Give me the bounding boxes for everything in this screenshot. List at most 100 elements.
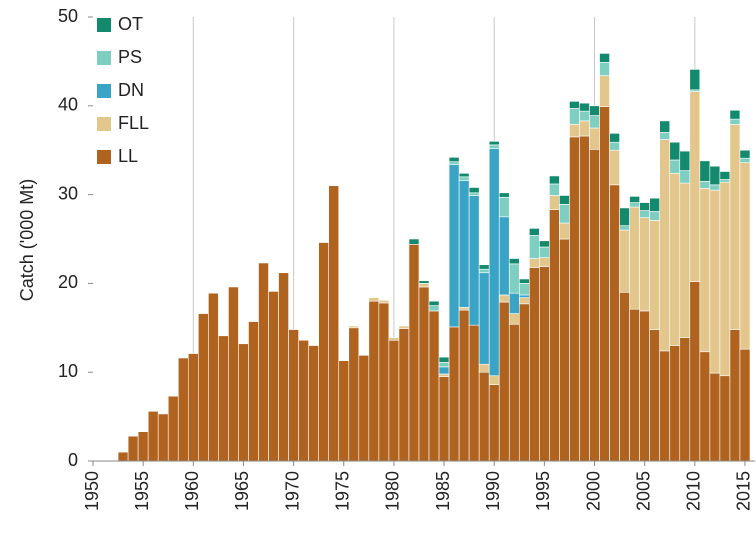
bar-segment [328, 185, 340, 462]
bar-segment [549, 195, 560, 210]
bar-segment [228, 286, 239, 462]
x-tick-label: 1955 [132, 471, 152, 511]
x-tick-label: 1970 [282, 471, 302, 511]
bar-segment [549, 183, 560, 196]
bar-segment [539, 240, 550, 248]
bar-segment [408, 238, 420, 245]
bar-segment [398, 328, 410, 462]
bar-segment [388, 339, 400, 462]
bar-segment [679, 170, 691, 184]
bar-segment [559, 222, 570, 240]
bar-segment [719, 375, 731, 462]
bar-segment [659, 120, 671, 133]
bar-segment [609, 149, 620, 186]
bar-segment [378, 299, 390, 304]
bar-segment [478, 268, 490, 274]
bar-segment [428, 305, 440, 312]
bar-segment [719, 181, 731, 377]
bar-segment [559, 238, 570, 462]
bar-segment [739, 157, 751, 163]
bar-segment [318, 242, 330, 462]
bar-segment [709, 189, 721, 374]
bar-segment [298, 339, 309, 462]
legend-label: DN [118, 80, 144, 100]
bar-segment [288, 329, 299, 462]
bar-segment [649, 329, 661, 462]
bar-segment [508, 263, 520, 294]
bar-segment [599, 61, 610, 76]
bar-segment [709, 372, 721, 462]
bar-segment [378, 302, 390, 462]
bar-segment [589, 127, 600, 150]
bar-segment [639, 217, 650, 312]
bar-segment [739, 162, 751, 350]
bar-segment [157, 413, 169, 462]
bar-segment [579, 135, 590, 462]
x-tick-label: 1980 [383, 471, 403, 511]
bar-segment [498, 301, 510, 462]
legend-label: OT [118, 14, 143, 34]
y-tick-label: 10 [58, 361, 78, 381]
bar-segment [498, 192, 510, 198]
bar-segment [589, 115, 600, 129]
bar-segment [167, 395, 179, 462]
bar-segment [468, 195, 480, 326]
bar-segment [529, 235, 540, 259]
bar-segment [529, 267, 540, 462]
bar-segment [458, 309, 470, 462]
bar-segment [488, 384, 500, 462]
bar-segment [348, 325, 360, 329]
bar-segment [418, 286, 430, 462]
bar-segment [709, 165, 721, 186]
bar-segment [639, 210, 650, 218]
bar-segment [539, 257, 550, 267]
bar-segment [458, 176, 470, 181]
bar-segment [629, 202, 640, 208]
bar-segment [619, 207, 630, 226]
y-tick-label: 30 [58, 183, 78, 203]
bar-segment [488, 148, 500, 377]
bar-segment [458, 307, 470, 311]
x-tick-label: 2000 [583, 471, 603, 511]
bar-segment [278, 272, 289, 462]
bar-segment [508, 258, 520, 265]
bar-segment [529, 258, 540, 268]
bar-segment [569, 124, 580, 138]
bar-segment [448, 164, 460, 328]
bar-segment [187, 353, 199, 462]
bar-segment [629, 308, 640, 462]
bar-segment [478, 264, 490, 270]
bar-segment [539, 246, 550, 258]
bar-segment [569, 136, 580, 462]
bar-segment [458, 180, 470, 308]
bar-segment [488, 141, 500, 146]
bar-segment [599, 53, 610, 63]
bar-segment [388, 337, 400, 341]
bar-segment [488, 144, 500, 149]
bar-segment [438, 376, 450, 462]
bar-segment [518, 297, 530, 305]
bar-segment [368, 297, 380, 302]
bar-segment [619, 225, 630, 231]
bar-segment [609, 141, 620, 151]
bar-segment [639, 310, 650, 462]
bar-segment [508, 323, 520, 462]
bar-segment [418, 283, 430, 288]
bar-segment [358, 355, 370, 462]
bar-segment [549, 175, 560, 185]
bar-segment [448, 161, 460, 165]
bar-segment [729, 109, 741, 120]
bar-segment [468, 187, 480, 194]
bar-segment [428, 300, 440, 306]
bar-segment [649, 211, 661, 221]
bar-segment [689, 91, 701, 282]
bar-segment [599, 106, 610, 462]
bar-segment [699, 188, 711, 353]
bar-segment [709, 184, 721, 191]
bar-segment [699, 160, 711, 182]
bar-segment [649, 197, 661, 212]
bar-segment [699, 180, 711, 189]
bar-segment [448, 326, 460, 462]
bar-segment [619, 229, 630, 293]
